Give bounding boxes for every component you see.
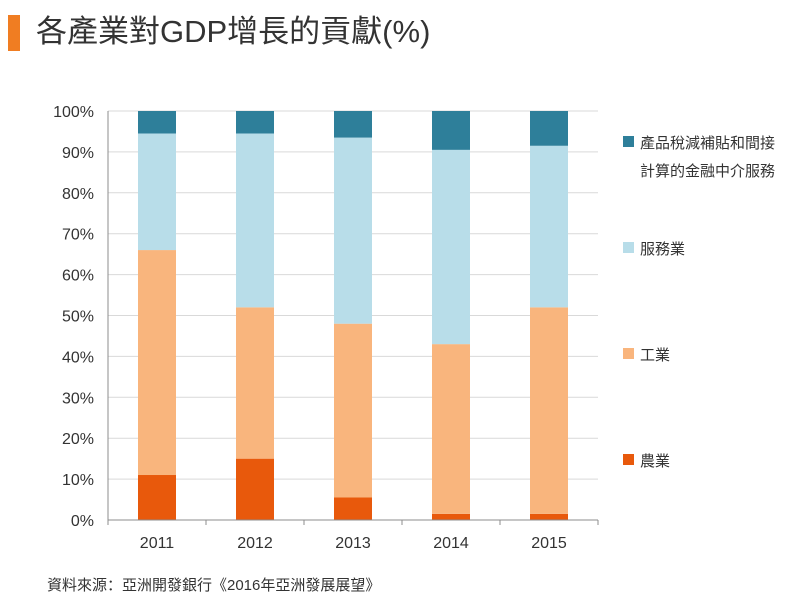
bar-segment [432,513,470,520]
chart-title: 各產業對GDP增長的貢獻(%) [36,14,431,49]
legend-label: 工業 [640,346,670,364]
y-tick-label: 30% [62,390,94,407]
y-tick-label: 60% [62,268,94,285]
bar-segment [138,475,176,520]
bar-segment [334,323,372,498]
bar-segment [236,133,274,308]
bar-segment [432,111,470,150]
bar-segment [138,133,176,251]
y-tick-label: 100% [53,104,94,121]
y-tick-label: 80% [62,186,94,203]
x-tick-label: 2011 [140,535,175,552]
bar-segment [530,145,568,308]
x-tick-label: 2015 [531,535,567,552]
bar-segment [334,497,372,520]
y-tick-label: 20% [62,431,94,448]
title-accent-bar [8,15,20,51]
bar-segment [530,111,568,146]
x-tick-label: 2012 [237,535,273,552]
bar-segment [236,111,274,134]
legend-swatch [623,136,634,147]
y-axis: 0% 10% 20% 30% 40% 50% 60% 70% 80% 90% 100% [53,104,109,530]
y-tick-label: 50% [62,309,94,326]
bar-segment [530,513,568,520]
y-tick-label: 70% [62,227,94,244]
source-note: 資料來源：亞洲開發銀行《2016年亞洲發展展望》 [47,577,381,594]
bar-segment [334,137,372,324]
bar-segment [432,149,470,345]
bar-segment [236,458,274,520]
bar-segment [530,307,568,514]
y-tick-label: 40% [62,349,94,366]
y-tick-label: 0% [71,513,94,530]
y-tick-label: 90% [62,145,94,162]
legend-label: 農業 [640,452,670,470]
legend-swatch [623,348,634,359]
legend-label: 服務業 [640,240,685,258]
x-tick-label: 2013 [335,535,371,552]
bar-segment [236,307,274,459]
bar-segment [432,344,470,514]
bars [138,111,568,520]
bar-segment [334,111,372,138]
legend-swatch [623,242,634,253]
bar-segment [138,111,176,134]
x-tick-label: 2014 [433,535,469,552]
bar-segment [138,250,176,476]
y-tick-label: 10% [62,472,94,489]
legend-label: 產品稅減補貼和間接計算的金融中介服務 [640,134,775,180]
legend-swatch [623,454,634,465]
x-axis: 2011 2012 2013 2014 2015 [107,519,599,552]
